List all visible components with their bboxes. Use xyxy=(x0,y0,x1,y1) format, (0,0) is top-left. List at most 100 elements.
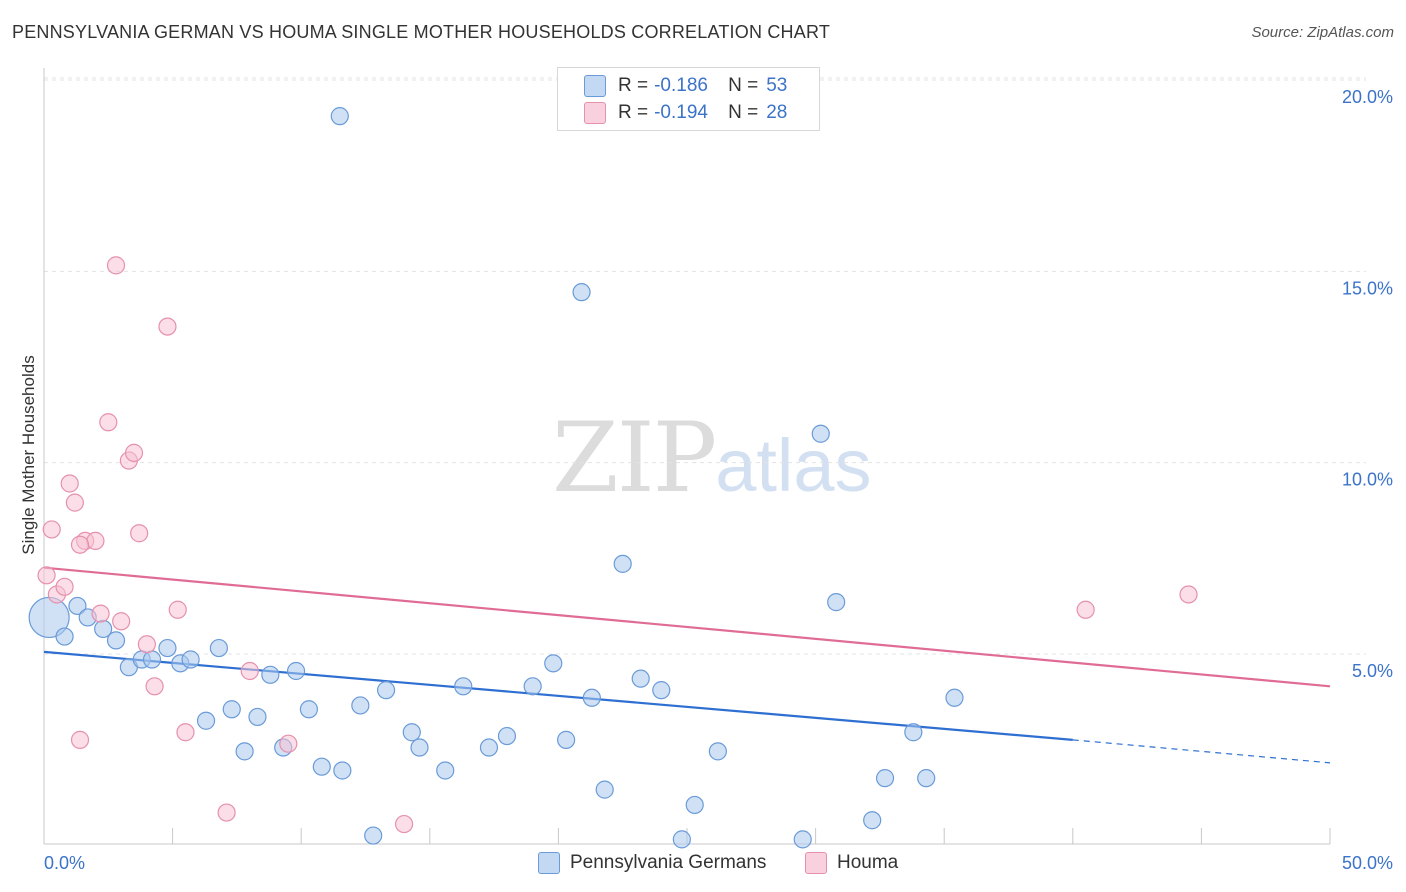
data-point-pennsylvania-germans xyxy=(261,665,280,684)
trend-line-pennsylvania-germans xyxy=(43,650,1073,741)
data-point-houma xyxy=(145,677,164,696)
data-point-pennsylvania-germans xyxy=(410,738,429,757)
data-point-houma xyxy=(217,803,236,822)
legend-item-pennsylvania-germans: Pennsylvania Germans xyxy=(538,852,766,874)
y-tick-label: 15.0% xyxy=(1342,278,1393,298)
data-point-pennsylvania-germans xyxy=(299,700,319,719)
data-point-houma xyxy=(70,535,90,554)
data-point-pennsylvania-germans xyxy=(106,631,126,650)
data-point-pennsylvania-germans xyxy=(652,681,671,700)
data-point-houma xyxy=(168,600,187,619)
legend-n-value: 53 xyxy=(766,75,788,96)
data-point-pennsylvania-germans xyxy=(351,696,370,715)
trend-line-houma xyxy=(43,566,1331,688)
data-point-pennsylvania-germans xyxy=(685,795,704,815)
data-point-pennsylvania-germans xyxy=(333,761,352,780)
data-point-pennsylvania-germans xyxy=(181,650,200,669)
y-tick-label: 20.0% xyxy=(1342,87,1393,107)
data-point-pennsylvania-germans xyxy=(364,826,383,845)
data-point-pennsylvania-germans xyxy=(917,769,936,788)
data-point-houma xyxy=(240,661,259,681)
data-point-houma xyxy=(124,443,144,462)
data-point-houma xyxy=(279,734,298,753)
data-points xyxy=(28,107,1198,849)
data-point-pennsylvania-germans xyxy=(158,638,177,658)
chart-title: PENNSYLVANIA GERMAN VS HOUMA SINGLE MOTH… xyxy=(12,22,831,42)
data-point-houma xyxy=(158,317,177,336)
data-point-houma xyxy=(137,635,156,654)
watermark-atlas: atlas xyxy=(715,424,872,507)
x-tick-label: 0.0% xyxy=(44,853,85,873)
data-point-pennsylvania-germans xyxy=(595,780,614,799)
legend-swatch-pink xyxy=(805,852,827,874)
legend-label: Pennsylvania Germans xyxy=(570,852,767,873)
data-point-pennsylvania-germans xyxy=(142,650,162,669)
data-point-houma xyxy=(1076,600,1095,619)
data-point-pennsylvania-germans xyxy=(827,593,846,612)
trend-line-extension xyxy=(1072,739,1331,764)
data-point-houma xyxy=(65,493,84,512)
data-point-houma xyxy=(60,474,79,493)
x-tick-label: 50.0% xyxy=(1342,853,1393,873)
data-point-houma xyxy=(1179,585,1198,604)
legend-swatch-pink xyxy=(584,102,606,124)
watermark: ZIPatlas xyxy=(552,402,872,514)
legend-row-pennsylvania-germans: R = -0.186 N = 53 xyxy=(584,73,787,99)
data-point-pennsylvania-germans xyxy=(312,757,331,776)
data-point-houma xyxy=(106,256,126,275)
data-point-pennsylvania-germans xyxy=(557,730,576,749)
data-point-pennsylvania-germans xyxy=(402,723,421,742)
y-tick-label: 10.0% xyxy=(1342,470,1393,490)
data-point-pennsylvania-germans xyxy=(196,711,216,730)
data-point-pennsylvania-germans xyxy=(55,627,74,646)
data-point-pennsylvania-germans xyxy=(222,700,241,719)
data-point-pennsylvania-germans xyxy=(672,830,691,849)
data-point-pennsylvania-germans xyxy=(523,677,542,696)
data-point-pennsylvania-germans xyxy=(572,283,591,302)
legend-swatch-blue xyxy=(538,852,560,874)
legend-n-value: 28 xyxy=(766,102,788,123)
data-point-houma xyxy=(86,531,105,550)
data-point-houma xyxy=(91,604,110,623)
data-point-houma xyxy=(55,577,74,596)
data-point-houma xyxy=(99,413,118,432)
legend-item-houma: Houma xyxy=(805,852,898,874)
source-credit: Source: ZipAtlas.com xyxy=(1251,24,1394,41)
data-point-pennsylvania-germans xyxy=(235,742,254,761)
data-point-pennsylvania-germans xyxy=(863,811,882,830)
legend-n-label: N = xyxy=(728,75,759,96)
legend-r-value: -0.194 xyxy=(654,102,708,123)
data-point-pennsylvania-germans xyxy=(497,726,517,746)
data-point-houma xyxy=(176,723,195,742)
data-point-houma xyxy=(70,730,90,749)
data-point-pennsylvania-germans xyxy=(582,688,601,707)
data-point-pennsylvania-germans xyxy=(436,761,455,780)
data-point-pennsylvania-germans xyxy=(793,830,812,849)
data-point-houma xyxy=(42,520,61,539)
data-point-pennsylvania-germans xyxy=(875,769,895,788)
data-point-pennsylvania-germans xyxy=(454,677,473,696)
stats-legend: R = -0.186 N = 53 R = -0.194 N = 28 xyxy=(557,67,820,131)
data-point-pennsylvania-germans xyxy=(613,554,632,573)
y-axis-title: Single Mother Households xyxy=(19,355,38,554)
legend-r-label: R = xyxy=(618,102,649,123)
data-point-pennsylvania-germans xyxy=(544,654,563,673)
legend-swatch-blue xyxy=(584,75,606,97)
legend-r-value: -0.186 xyxy=(654,75,708,96)
data-point-pennsylvania-germans xyxy=(945,688,964,707)
legend-r-label: R = xyxy=(618,75,649,96)
legend-n-label: N = xyxy=(728,102,759,123)
data-point-pennsylvania-germans xyxy=(904,723,923,742)
data-point-pennsylvania-germans xyxy=(286,661,306,681)
data-point-houma xyxy=(37,566,56,585)
data-point-pennsylvania-germans xyxy=(68,596,87,616)
data-point-pennsylvania-germans xyxy=(708,742,727,761)
grid-lines xyxy=(44,77,1366,655)
axis-labels: 5.0% 10.0% 15.0% 20.0% 0.0% 50.0% Single Mothe… xyxy=(19,87,1393,873)
data-point-houma xyxy=(112,612,131,631)
legend-row-houma: R = -0.194 N = 28 xyxy=(584,100,787,126)
data-point-pennsylvania-germans xyxy=(330,107,349,126)
data-point-pennsylvania-germans xyxy=(376,681,396,700)
axes xyxy=(43,68,1331,845)
